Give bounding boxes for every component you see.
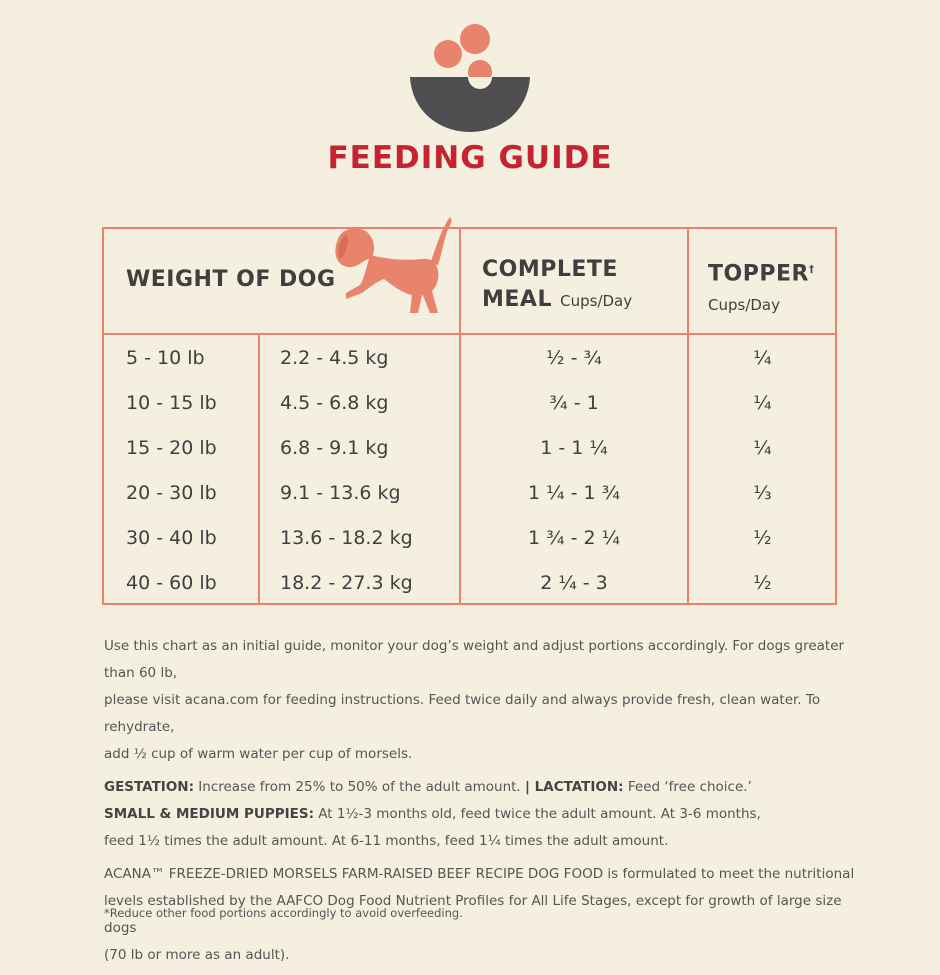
header-topper-unit: Cups/Day [708,296,780,315]
header-meal-line1: COMPLETE [482,257,618,282]
usage-note-line1: Use this chart as an initial guide, moni… [104,638,845,681]
life-stage-note: GESTATION: Increase from 25% to 50% of t… [104,774,874,855]
feeding-table: WEIGHT OF DOG COMPLETE MEAL Cups/Day TOP… [102,217,837,605]
cell-weight-lb: 10 - 15 lb [126,392,217,414]
dagger-mark: † [808,264,815,275]
aafco-statement: ACANA™ FREEZE-DRIED MORSELS FARM-RAISED … [104,861,874,969]
cell-weight-kg: 6.8 - 9.1 kg [280,437,389,459]
cell-complete-meal: 1 ¾ - 2 ¼ [527,527,621,549]
cell-topper: ¼ [753,437,772,459]
table-row: 10 - 15 lb 4.5 - 6.8 kg ¾ - 1 ¼ [104,384,835,429]
lactation-text: Feed ‘free choice.’ [623,779,752,795]
cell-topper: ½ [753,572,772,594]
aafco-line2: levels established by the AAFCO Dog Food… [104,893,842,936]
cell-topper: ⅓ [753,482,772,504]
lactation-label: | LACTATION: [525,779,624,795]
cell-complete-meal: ½ - ¾ [546,347,602,369]
cell-weight-kg: 13.6 - 18.2 kg [280,527,413,549]
puppies-text-line2: feed 1½ times the adult amount. At 6-11 … [104,833,669,849]
cell-complete-meal: ¾ - 1 [549,392,599,414]
usage-note: Use this chart as an initial guide, moni… [104,633,874,768]
dog-icon [335,217,452,313]
puppies-text: At 1½-3 months old, feed twice the adult… [313,806,761,822]
header-meal-line2: MEAL [482,287,552,312]
cell-weight-kg: 2.2 - 4.5 kg [280,347,389,369]
footnote: *Reduce other food portions accordingly … [104,906,463,920]
bowl-icon [410,24,530,132]
usage-note-line3: add ½ cup of warm water per cup of morse… [104,746,413,762]
cell-weight-kg: 9.1 - 13.6 kg [280,482,401,504]
header-topper-label: TOPPER [708,261,809,287]
table-row: 40 - 60 lb 18.2 - 27.3 kg 2 ¼ - 3 ½ [104,564,835,609]
gestation-text: Increase from 25% to 50% of the adult am… [194,779,526,795]
table-row: 20 - 30 lb 9.1 - 13.6 kg 1 ¼ - 1 ¾ ⅓ [104,474,835,519]
header-complete-meal: COMPLETE MEAL Cups/Day [482,255,632,316]
table-row: 30 - 40 lb 13.6 - 18.2 kg 1 ¾ - 2 ¼ ½ [104,519,835,564]
cell-weight-lb: 5 - 10 lb [126,347,205,369]
puppies-label: SMALL & MEDIUM PUPPIES: [104,806,314,822]
cell-topper: ¼ [753,347,772,369]
cell-weight-lb: 15 - 20 lb [126,437,217,459]
cell-weight-kg: 4.5 - 6.8 kg [280,392,389,414]
header-topper: TOPPER† Cups/Day [708,255,814,320]
gestation-label: GESTATION: [104,779,194,795]
cell-weight-kg: 18.2 - 27.3 kg [280,572,413,594]
aafco-line1: ACANA™ FREEZE-DRIED MORSELS FARM-RAISED … [104,866,855,882]
table-row: 15 - 20 lb 6.8 - 9.1 kg 1 - 1 ¼ ¼ [104,429,835,474]
feeding-notes: Use this chart as an initial guide, moni… [104,633,874,975]
cell-weight-lb: 20 - 30 lb [126,482,217,504]
cell-weight-lb: 40 - 60 lb [126,572,217,594]
cell-complete-meal: 1 ¼ - 1 ¾ [527,482,621,504]
table-row: 5 - 10 lb 2.2 - 4.5 kg ½ - ¾ ¼ [104,339,835,384]
page-title: FEEDING GUIDE [327,140,613,176]
header-weight: WEIGHT OF DOG [126,267,336,292]
cell-complete-meal: 1 - 1 ¼ [540,437,608,459]
cell-topper: ¼ [753,392,772,414]
usage-note-line2: please visit acana.com for feeding instr… [104,692,821,735]
aafco-line3: (70 lb or more as an adult). [104,947,290,963]
cell-weight-lb: 30 - 40 lb [126,527,217,549]
cell-complete-meal: 2 ¼ - 3 [540,572,608,594]
header-meal-unit: Cups/Day [560,292,633,310]
cell-topper: ½ [753,527,772,549]
